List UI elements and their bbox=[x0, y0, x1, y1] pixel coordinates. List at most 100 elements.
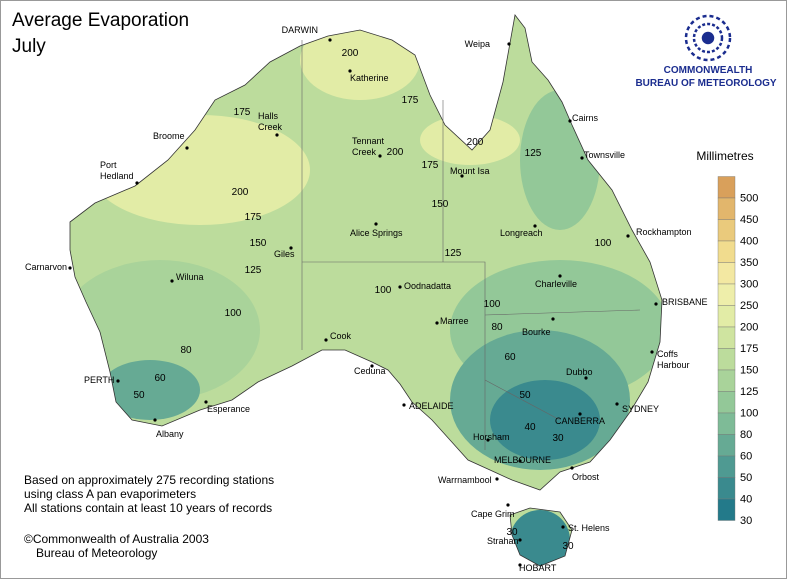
copyright: ©Commonwealth of Australia 2003 bbox=[24, 532, 209, 546]
city-dot bbox=[518, 538, 522, 542]
city-dot bbox=[558, 274, 562, 278]
legend-swatch bbox=[717, 240, 736, 263]
city-label: Broome bbox=[153, 131, 185, 141]
city-dot bbox=[435, 321, 439, 325]
note: All stations contain at least 10 years o… bbox=[24, 501, 272, 515]
legend-swatch bbox=[717, 305, 736, 328]
city-label: Horsham bbox=[473, 432, 510, 442]
city-label: Oodnadatta bbox=[404, 281, 451, 291]
logo-text: COMMONWEALTH bbox=[664, 65, 753, 76]
city-dot bbox=[551, 317, 555, 321]
legend-swatch bbox=[717, 391, 736, 414]
city-label: Ceduna bbox=[354, 366, 386, 376]
city-label: Wiluna bbox=[176, 272, 204, 282]
city-label: Dubbo bbox=[566, 367, 593, 377]
city-label: Cook bbox=[330, 331, 352, 341]
city-label: Creek bbox=[352, 147, 377, 157]
contour-label: 175 bbox=[422, 160, 439, 171]
city-label: Townsville bbox=[584, 150, 625, 160]
city-dot bbox=[650, 350, 654, 354]
city-dot bbox=[654, 302, 658, 306]
legend-label: 200 bbox=[740, 322, 758, 334]
legend-swatch bbox=[717, 326, 736, 349]
city-dot bbox=[507, 42, 511, 46]
city-label: Hedland bbox=[100, 171, 134, 181]
city-label: PERTH bbox=[84, 375, 114, 385]
contour-label: 100 bbox=[375, 285, 392, 296]
contour-label: 200 bbox=[232, 187, 249, 198]
contour-label: 40 bbox=[524, 422, 536, 433]
legend-label: 80 bbox=[740, 429, 752, 441]
contour-label: 150 bbox=[432, 199, 449, 210]
city-dot bbox=[460, 174, 464, 178]
legend-label: 125 bbox=[740, 386, 758, 398]
contour-label: 200 bbox=[467, 137, 484, 148]
city-label: Weipa bbox=[465, 39, 490, 49]
city-dot bbox=[204, 400, 208, 404]
city-label: Tennant bbox=[352, 136, 385, 146]
city-dot bbox=[170, 279, 174, 283]
contour-label: 30 bbox=[506, 527, 518, 538]
legend-swatch bbox=[717, 348, 736, 371]
map-subtitle: July bbox=[12, 36, 46, 57]
city-dot bbox=[185, 146, 189, 150]
city-label: Alice Springs bbox=[350, 228, 403, 238]
legend-label: 60 bbox=[740, 451, 752, 463]
contour-label: 125 bbox=[525, 148, 542, 159]
legend-swatch bbox=[717, 412, 736, 435]
contour-label: 80 bbox=[491, 322, 503, 333]
legend-swatch bbox=[717, 283, 736, 306]
city-label: Warrnambool bbox=[438, 475, 492, 485]
city-label: Carnarvon bbox=[25, 262, 67, 272]
city-dot bbox=[135, 181, 139, 185]
city-label: CANBERRA bbox=[555, 416, 605, 426]
city-label: Port bbox=[100, 160, 117, 170]
contour-label: 200 bbox=[342, 48, 359, 59]
city-label: Harbour bbox=[657, 360, 690, 370]
legend-swatch bbox=[717, 477, 736, 500]
city-dot bbox=[324, 338, 328, 342]
city-label: Rockhampton bbox=[636, 227, 692, 237]
city-label: Strahan bbox=[487, 536, 519, 546]
contour-label: 175 bbox=[245, 212, 262, 223]
legend-swatch bbox=[717, 369, 736, 392]
legend-label: 450 bbox=[740, 214, 758, 226]
contour-label: 125 bbox=[445, 248, 462, 259]
city-dot bbox=[398, 285, 402, 289]
city-label: Katherine bbox=[350, 73, 389, 83]
city-dot bbox=[275, 133, 279, 137]
city-dot bbox=[578, 412, 582, 416]
city-dot bbox=[580, 156, 584, 160]
contour-label: 60 bbox=[504, 352, 516, 363]
city-dot bbox=[584, 376, 588, 380]
legend-label: 50 bbox=[740, 472, 752, 484]
city-dot bbox=[561, 525, 565, 529]
city-label: Cape Grim bbox=[471, 509, 515, 519]
contour-label: 30 bbox=[552, 433, 564, 444]
city-dot bbox=[402, 403, 406, 407]
city-dot bbox=[348, 69, 352, 73]
city-label: BRISBANE bbox=[662, 297, 708, 307]
city-label: Halls bbox=[258, 111, 279, 121]
city-dot bbox=[518, 459, 522, 463]
city-dot bbox=[506, 503, 510, 507]
contour-label: 100 bbox=[595, 238, 612, 249]
contour-label: 50 bbox=[519, 390, 531, 401]
legend-swatch bbox=[717, 219, 736, 242]
legend-swatch bbox=[717, 498, 736, 521]
city-label: Charleville bbox=[535, 279, 577, 289]
city-label: Cairns bbox=[572, 113, 599, 123]
city-label: Orbost bbox=[572, 472, 600, 482]
city-label: St. Helens bbox=[568, 523, 610, 533]
note: using class A pan evaporimeters bbox=[24, 487, 196, 501]
legend-label: 100 bbox=[740, 408, 758, 420]
legend-label: 500 bbox=[740, 193, 758, 205]
city-dot bbox=[68, 266, 72, 270]
city-dot bbox=[518, 563, 522, 567]
legend-swatch bbox=[717, 262, 736, 285]
city-label: Esperance bbox=[207, 404, 250, 414]
copyright: Bureau of Meteorology bbox=[36, 546, 157, 560]
city-label: Creek bbox=[258, 122, 283, 132]
legend-label: 30 bbox=[740, 515, 752, 527]
city-dot bbox=[568, 119, 572, 123]
